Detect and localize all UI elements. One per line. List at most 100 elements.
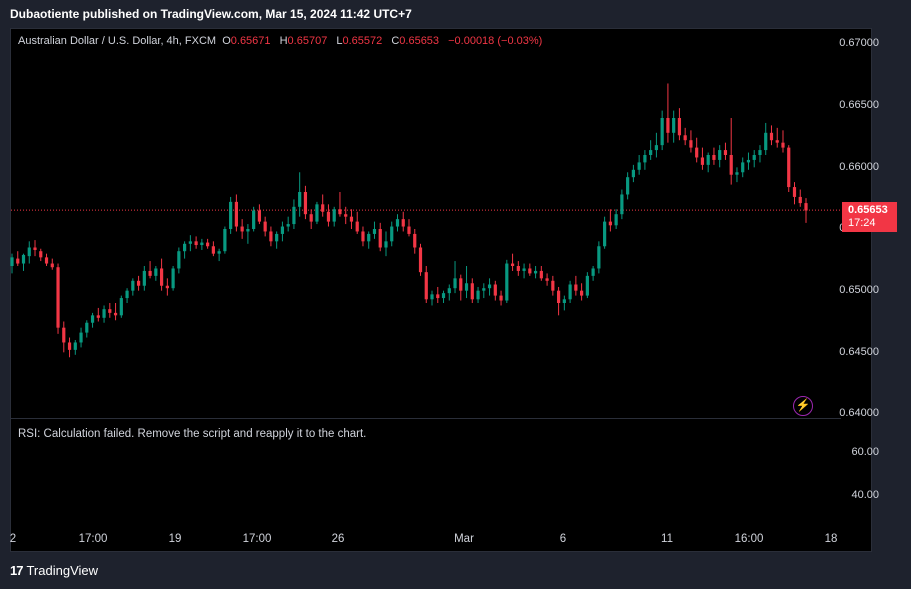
- candle[interactable]: [280, 221, 285, 242]
- candle[interactable]: [165, 278, 169, 296]
- candle[interactable]: [775, 127, 779, 148]
- candle[interactable]: [292, 199, 296, 229]
- candle[interactable]: [735, 167, 739, 183]
- candle[interactable]: [499, 290, 503, 306]
- candle[interactable]: [447, 284, 451, 301]
- candle[interactable]: [384, 231, 388, 257]
- candle[interactable]: [453, 261, 457, 294]
- candle[interactable]: [372, 221, 377, 239]
- candle[interactable]: [562, 295, 566, 311]
- candle[interactable]: [56, 263, 60, 334]
- time-tick[interactable]: 26: [331, 533, 345, 545]
- candle[interactable]: [246, 224, 250, 244]
- candle[interactable]: [378, 222, 382, 252]
- time-tick[interactable]: 2: [9, 533, 17, 545]
- candle[interactable]: [326, 204, 331, 227]
- candle[interactable]: [223, 226, 227, 254]
- candle[interactable]: [764, 122, 768, 155]
- candle[interactable]: [355, 211, 359, 234]
- candle[interactable]: [608, 209, 612, 232]
- candle[interactable]: [125, 288, 129, 303]
- candle[interactable]: [332, 206, 336, 227]
- candle[interactable]: [252, 206, 256, 232]
- candle[interactable]: [666, 83, 670, 143]
- candle[interactable]: [798, 189, 802, 207]
- candle[interactable]: [188, 235, 192, 252]
- candle[interactable]: [96, 307, 100, 322]
- candle[interactable]: [781, 130, 785, 153]
- candle[interactable]: [718, 145, 722, 168]
- candle[interactable]: [154, 266, 158, 281]
- candle[interactable]: [108, 303, 112, 318]
- candle[interactable]: [603, 216, 607, 249]
- time-tick[interactable]: 17:00: [78, 533, 108, 545]
- time-tick[interactable]: 11: [661, 533, 673, 545]
- candle[interactable]: [361, 226, 365, 247]
- candle[interactable]: [401, 211, 405, 232]
- candle[interactable]: [211, 241, 215, 257]
- candle[interactable]: [545, 273, 549, 286]
- candle[interactable]: [729, 118, 733, 185]
- candle[interactable]: [315, 201, 319, 225]
- candle[interactable]: [303, 185, 308, 220]
- candle[interactable]: [229, 196, 233, 234]
- price-tick[interactable]: 0.64500: [839, 346, 879, 358]
- candle[interactable]: [769, 125, 774, 146]
- candle[interactable]: [700, 147, 705, 170]
- candle[interactable]: [637, 155, 641, 175]
- candle[interactable]: [217, 248, 221, 262]
- candle[interactable]: [269, 226, 273, 247]
- candle[interactable]: [712, 147, 716, 165]
- candle[interactable]: [683, 127, 687, 146]
- candle[interactable]: [16, 251, 20, 266]
- candle[interactable]: [298, 172, 302, 217]
- candle[interactable]: [159, 258, 164, 291]
- candle[interactable]: [614, 209, 618, 229]
- candle[interactable]: [493, 280, 497, 301]
- time-tick[interactable]: 6: [559, 533, 567, 545]
- candle[interactable]: [516, 261, 520, 276]
- tradingview-logo[interactable]: 17 TradingView: [10, 563, 98, 578]
- candle[interactable]: [539, 266, 543, 281]
- candle[interactable]: [505, 259, 509, 303]
- candle[interactable]: [73, 340, 77, 355]
- time-tick[interactable]: 19: [168, 533, 182, 545]
- price-tick[interactable]: 0.64000: [839, 407, 879, 419]
- candle[interactable]: [752, 150, 756, 168]
- price-tick[interactable]: 0.66500: [839, 99, 879, 111]
- candle[interactable]: [424, 266, 428, 303]
- candle[interactable]: [413, 229, 417, 254]
- rsi-tick[interactable]: 40.00: [851, 489, 879, 501]
- candle[interactable]: [390, 221, 394, 247]
- candle[interactable]: [626, 172, 630, 200]
- candle[interactable]: [787, 145, 791, 192]
- candle[interactable]: [689, 130, 693, 153]
- candle[interactable]: [171, 266, 175, 291]
- candle[interactable]: [183, 241, 187, 259]
- candle[interactable]: [551, 275, 555, 296]
- candle[interactable]: [50, 258, 54, 270]
- candle[interactable]: [441, 290, 446, 303]
- candle[interactable]: [580, 283, 584, 301]
- candle[interactable]: [136, 275, 141, 291]
- candle[interactable]: [574, 275, 578, 296]
- candle[interactable]: [102, 305, 106, 323]
- candle[interactable]: [591, 266, 595, 281]
- candle[interactable]: [206, 238, 210, 249]
- candle[interactable]: [418, 243, 423, 276]
- candle[interactable]: [309, 209, 313, 229]
- candle[interactable]: [556, 286, 561, 316]
- candle[interactable]: [470, 278, 474, 303]
- candle[interactable]: [395, 214, 400, 232]
- candle[interactable]: [510, 253, 515, 271]
- candle[interactable]: [90, 312, 95, 328]
- candle[interactable]: [79, 327, 83, 348]
- candle[interactable]: [654, 132, 659, 158]
- candle[interactable]: [194, 236, 198, 249]
- candle[interactable]: [585, 272, 589, 299]
- candle[interactable]: [631, 164, 635, 183]
- candle[interactable]: [240, 219, 244, 239]
- candle[interactable]: [367, 231, 371, 249]
- time-tick[interactable]: 16:00: [734, 533, 764, 545]
- candle[interactable]: [459, 274, 463, 301]
